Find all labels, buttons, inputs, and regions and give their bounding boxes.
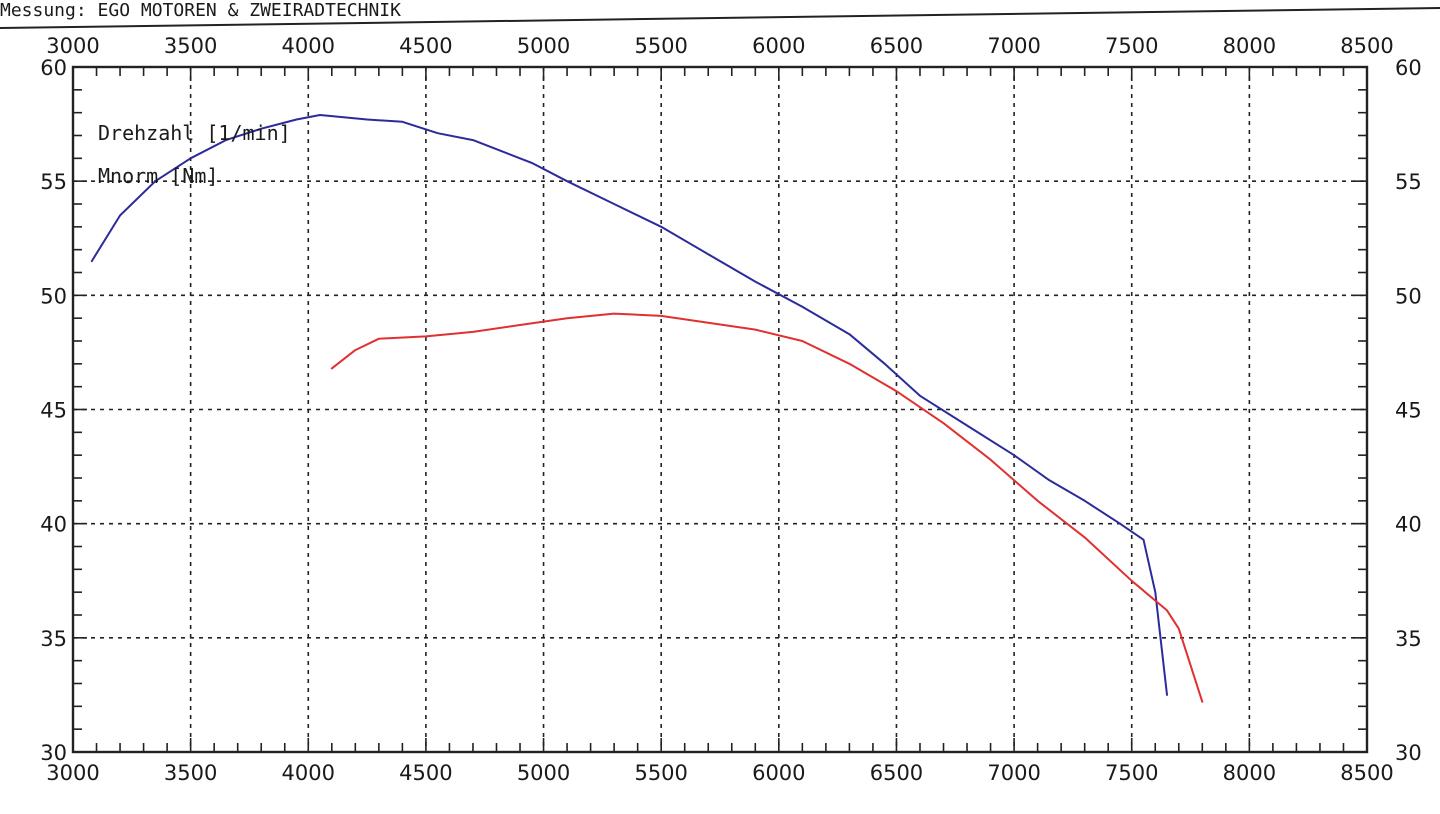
- y-axis-right-labels: 30 35 40 45 50 55 60: [1395, 56, 1422, 765]
- y-left-tick-label-5: 55: [40, 170, 67, 194]
- y-right-tick-label-5: 55: [1395, 170, 1422, 194]
- x-bottom-tick-label-3: 4500: [399, 761, 452, 785]
- legend: Drehzahl [1/min] Mnorm [Nm]: [98, 121, 291, 188]
- y-axis-left-labels: 30 35 40 45 50 55 60: [40, 56, 67, 765]
- y-right-tick-label-0: 30: [1395, 741, 1422, 765]
- x-bottom-tick-label-1: 3500: [164, 761, 217, 785]
- x-top-tick-label-2: 4000: [282, 34, 335, 58]
- y-left-tick-label-3: 45: [40, 399, 67, 423]
- x-top-tick-label-3: 4500: [399, 34, 452, 58]
- x-bottom-tick-label-0: 3000: [46, 761, 99, 785]
- x-bottom-tick-label-9: 7500: [1105, 761, 1158, 785]
- x-top-tick-label-5: 5500: [634, 34, 687, 58]
- x-top-tick-label-9: 7500: [1105, 34, 1158, 58]
- x-top-tick-label-10: 8000: [1223, 34, 1276, 58]
- x-axis-bottom-labels: 3000 3500 4000 4500 5000 5500 6000 6500 7000 7500…: [46, 761, 1393, 785]
- x-bottom-tick-label-11: 8500: [1340, 761, 1393, 785]
- x-top-tick-label-11: 8500: [1340, 34, 1393, 58]
- x-bottom-tick-label-6: 6000: [752, 761, 805, 785]
- x-top-tick-label-4: 5000: [517, 34, 570, 58]
- x-top-tick-label-0: 3000: [46, 34, 99, 58]
- y-right-tick-label-3: 45: [1395, 399, 1422, 423]
- legend-label-2: Mnorm [Nm]: [98, 164, 218, 188]
- series-group: [90, 114, 1204, 703]
- x-top-tick-label-1: 3500: [164, 34, 217, 58]
- plot-frame: [71, 65, 1369, 754]
- y-left-tick-label-0: 30: [40, 741, 67, 765]
- grid-lines: [73, 67, 1367, 752]
- y-left-tick-label-2: 40: [40, 513, 67, 537]
- series-line-1: [90, 114, 1168, 696]
- y-right-tick-label-4: 50: [1395, 284, 1422, 308]
- legend-label-1: Drehzahl [1/min]: [98, 121, 291, 145]
- x-bottom-tick-label-10: 8000: [1223, 761, 1276, 785]
- y-right-tick-label-2: 40: [1395, 513, 1422, 537]
- x-bottom-tick-label-2: 4000: [282, 761, 335, 785]
- x-top-tick-label-6: 6000: [752, 34, 805, 58]
- x-top-tick-label-7: 6500: [870, 34, 923, 58]
- x-bottom-tick-label-5: 5500: [634, 761, 687, 785]
- x-axis-top-labels: 3000 3500 4000 4500 5000 5500 6000 6500 7000 7500…: [46, 34, 1393, 58]
- x-bottom-tick-label-8: 7000: [987, 761, 1040, 785]
- y-left-tick-label-1: 35: [40, 627, 67, 651]
- series-line-2: [330, 312, 1204, 703]
- header-rule: [0, 7, 1440, 29]
- y-left-tick-label-6: 60: [40, 56, 67, 80]
- x-top-tick-label-8: 7000: [987, 34, 1040, 58]
- x-bottom-tick-label-7: 6500: [870, 761, 923, 785]
- y-right-tick-label-6: 60: [1395, 56, 1422, 80]
- header-caption: Messung: EGO MOTOREN & ZWEIRADTECHNIK: [0, 0, 401, 21]
- y-left-tick-label-4: 50: [40, 284, 67, 308]
- y-right-tick-label-1: 35: [1395, 627, 1422, 651]
- x-bottom-tick-label-4: 5000: [517, 761, 570, 785]
